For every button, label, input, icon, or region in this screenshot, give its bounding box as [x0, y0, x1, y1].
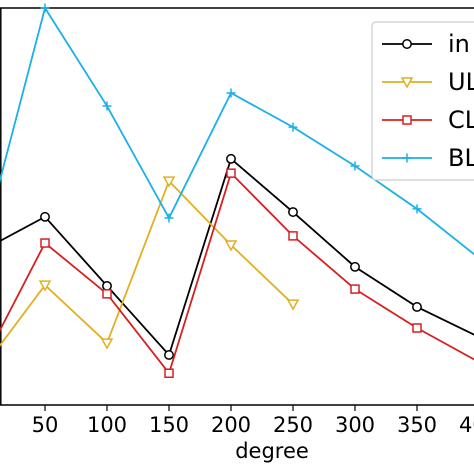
point [102, 101, 112, 111]
point [286, 299, 300, 311]
legend: in UL CL BL [371, 21, 474, 181]
point [162, 176, 176, 188]
point [288, 231, 298, 241]
point [102, 280, 112, 291]
point [288, 122, 298, 132]
legend-label: BL [448, 144, 474, 172]
point [164, 213, 174, 223]
series-line [0, 171, 474, 376]
point [412, 204, 422, 214]
point [164, 368, 174, 378]
x-tick-label: 50 [32, 413, 59, 437]
x-tick-label: 250 [273, 413, 313, 437]
legend-label: in [448, 30, 470, 58]
series-line [0, 157, 474, 357]
point [224, 240, 238, 252]
point [350, 261, 360, 272]
point [38, 280, 52, 292]
point [226, 168, 236, 178]
point [288, 207, 298, 218]
point [40, 238, 50, 248]
series [0, 168, 474, 378]
x-tick-label: 200 [211, 413, 251, 437]
legend-marker [402, 39, 412, 49]
legend-label: CL [448, 106, 474, 134]
point [226, 153, 236, 164]
point [100, 338, 114, 350]
point [350, 161, 360, 171]
series [0, 3, 474, 256]
point [40, 211, 50, 222]
point [164, 350, 174, 360]
x-tick-label: 150 [149, 413, 189, 437]
series-line [0, 179, 294, 347]
point [412, 301, 422, 312]
x-tick-label: 350 [397, 413, 437, 437]
x-tick-label: 100 [87, 413, 127, 437]
point [40, 3, 50, 13]
x-tick-label: 300 [335, 413, 375, 437]
legend-marker [402, 115, 412, 125]
point [102, 289, 112, 299]
legend-label: UL [448, 68, 474, 96]
point [226, 88, 236, 98]
legend-marker [400, 77, 414, 89]
legend-marker [402, 153, 412, 163]
point [350, 284, 360, 294]
point [412, 323, 422, 333]
x-axis-label: degree [235, 439, 309, 463]
legend-box [371, 21, 474, 181]
x-tick-label: 400 [459, 413, 474, 437]
series [0, 153, 474, 360]
series [0, 176, 300, 350]
